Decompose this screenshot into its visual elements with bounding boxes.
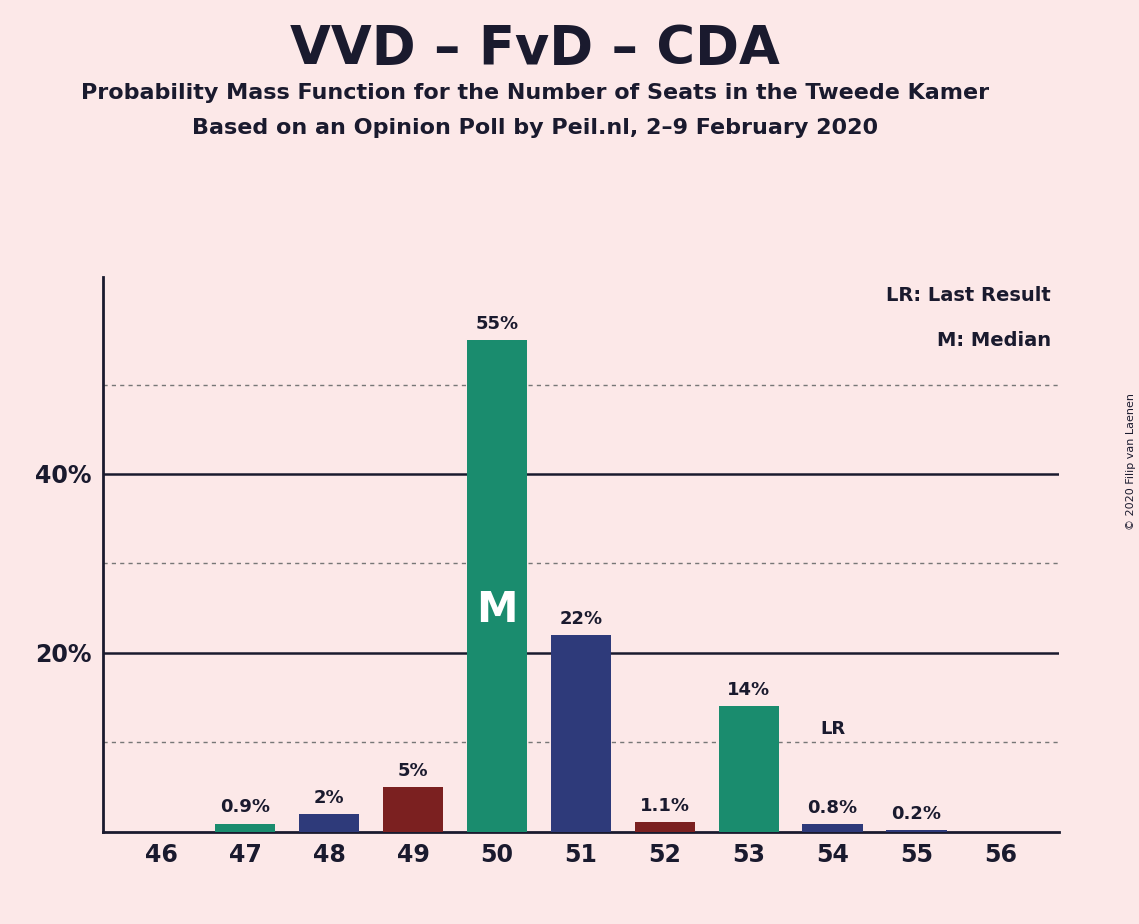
Text: M: Median: M: Median — [936, 331, 1051, 350]
Text: 1.1%: 1.1% — [640, 796, 690, 815]
Text: 22%: 22% — [559, 610, 603, 627]
Text: LR: LR — [820, 720, 845, 737]
Bar — [886, 830, 947, 832]
Bar — [383, 787, 443, 832]
Text: 0.9%: 0.9% — [220, 798, 270, 817]
Bar — [467, 340, 527, 832]
Text: Based on an Opinion Poll by Peil.nl, 2–9 February 2020: Based on an Opinion Poll by Peil.nl, 2–9… — [192, 118, 878, 139]
Bar — [803, 824, 863, 832]
Text: VVD – FvD – CDA: VVD – FvD – CDA — [290, 23, 780, 75]
Text: LR: Last Result: LR: Last Result — [886, 286, 1051, 305]
Bar — [215, 823, 276, 832]
Bar — [298, 814, 359, 832]
Text: 55%: 55% — [475, 315, 518, 333]
Text: 0.2%: 0.2% — [892, 805, 942, 822]
Text: 0.8%: 0.8% — [808, 799, 858, 818]
Text: © 2020 Filip van Laenen: © 2020 Filip van Laenen — [1126, 394, 1136, 530]
Text: 5%: 5% — [398, 761, 428, 780]
Text: M: M — [476, 590, 518, 631]
Bar — [719, 707, 779, 832]
Text: 14%: 14% — [727, 681, 770, 699]
Bar — [634, 821, 695, 832]
Bar — [550, 635, 612, 832]
Text: Probability Mass Function for the Number of Seats in the Tweede Kamer: Probability Mass Function for the Number… — [81, 83, 990, 103]
Text: 2%: 2% — [314, 788, 344, 807]
